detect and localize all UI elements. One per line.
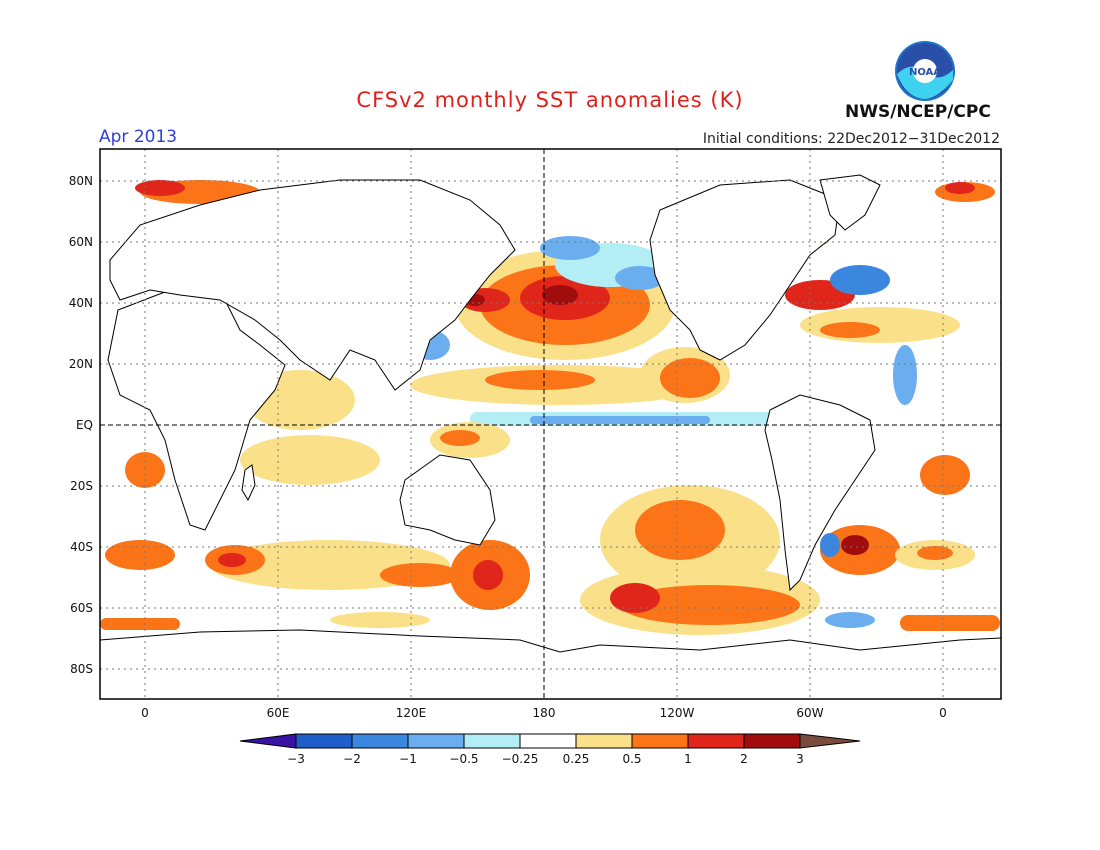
lon-label: 0 — [141, 706, 149, 720]
lon-label: 180 — [533, 706, 556, 720]
colorbar-label: 0.25 — [563, 752, 590, 766]
chart-title: CFSv2 monthly SST anomalies (K) — [356, 88, 744, 112]
colorbar-label: −0.25 — [502, 752, 539, 766]
lat-label: 40N — [69, 296, 93, 310]
map-frame — [99, 148, 1002, 700]
continent-outlines — [100, 174, 1001, 699]
lat-label: 20N — [69, 357, 93, 371]
colorbar-segment — [743, 733, 801, 749]
colorbar-segment — [519, 733, 577, 749]
forecast-month: Apr 2013 — [99, 127, 178, 147]
colorbar-segment — [631, 733, 689, 749]
svg-text:NOAA: NOAA — [909, 67, 941, 78]
colorbar-label: −3 — [287, 752, 305, 766]
colorbar-segment — [463, 733, 521, 749]
noaa-logo: NOAA — [895, 41, 955, 101]
lat-label: 40S — [70, 540, 93, 554]
colorbar-arrow-low — [239, 733, 297, 749]
anomaly-field — [100, 180, 1000, 635]
lon-label: 60W — [796, 706, 823, 720]
colorbar-label: 1 — [684, 752, 692, 766]
colorbar-label: −1 — [399, 752, 417, 766]
colorbar-label: 0.5 — [622, 752, 641, 766]
lon-label: 120W — [660, 706, 695, 720]
gridlines — [100, 149, 1001, 699]
colorbar-segment — [407, 733, 465, 749]
lat-label: EQ — [76, 418, 93, 432]
colorbar-segment — [351, 733, 409, 749]
reference-lines — [100, 149, 1001, 699]
colorbar-label: 3 — [796, 752, 804, 766]
colorbar-arrow-high — [799, 733, 861, 749]
lon-label: 60E — [267, 706, 290, 720]
colorbar-label: 2 — [740, 752, 748, 766]
lat-label: 20S — [70, 479, 93, 493]
lat-label: 60S — [70, 601, 93, 615]
initial-conditions: Initial conditions: 22Dec2012−31Dec2012 — [702, 131, 1000, 147]
colorbar-label: −2 — [343, 752, 361, 766]
lat-label: 60N — [69, 235, 93, 249]
agency-label: NWS/NCEP/CPC — [845, 102, 991, 122]
lat-label: 80N — [69, 174, 93, 188]
colorbar: −3 −2 −1 −0.5 −0.25 0.25 0.5 1 2 3 — [239, 733, 861, 766]
colorbar-segment — [575, 733, 633, 749]
colorbar-segment — [687, 733, 745, 749]
colorbar-label: −0.5 — [449, 752, 478, 766]
lon-label: 120E — [396, 706, 427, 720]
lat-label: 80S — [70, 662, 93, 676]
colorbar-segment — [295, 733, 353, 749]
lon-label: 0 — [939, 706, 947, 720]
